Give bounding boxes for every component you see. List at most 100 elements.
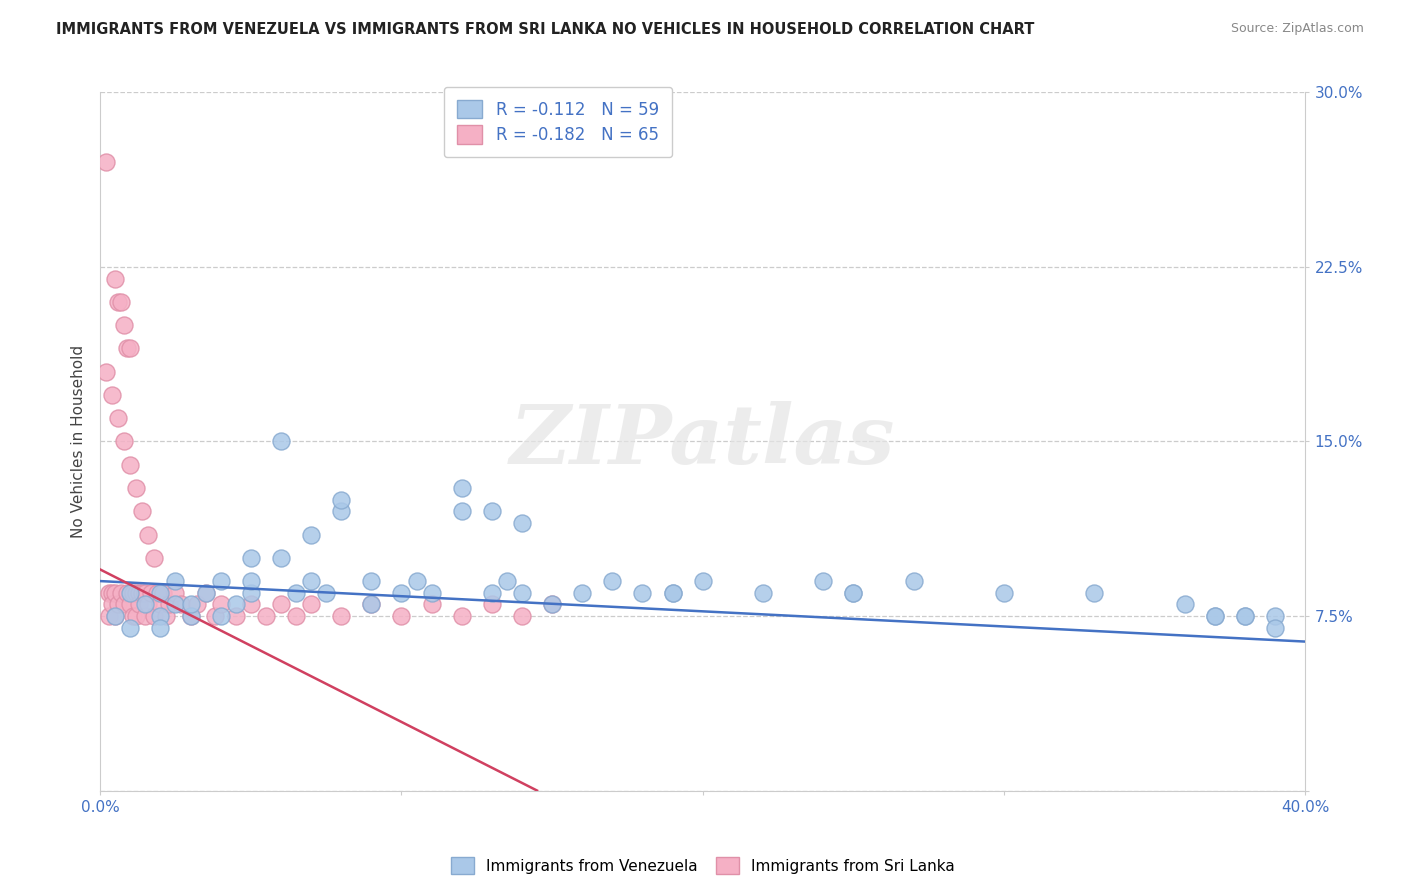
Point: [120, 342, 142, 356]
Point: [239, 574, 262, 588]
Point: [450, 481, 472, 495]
Point: [112, 318, 135, 332]
Point: [165, 585, 187, 599]
Point: [360, 598, 382, 612]
Point: [813, 574, 835, 588]
Point: [1204, 609, 1226, 624]
Point: [285, 585, 308, 599]
Point: [510, 609, 533, 624]
Point: [104, 585, 127, 599]
Point: [194, 585, 217, 599]
Point: [692, 574, 714, 588]
Point: [903, 574, 925, 588]
Point: [122, 585, 145, 599]
Point: [1264, 621, 1286, 635]
Legend: R = -0.112   N = 59, R = -0.182   N = 65: R = -0.112 N = 59, R = -0.182 N = 65: [444, 87, 672, 157]
Point: [510, 585, 533, 599]
Point: [170, 598, 193, 612]
Point: [299, 598, 322, 612]
Point: [360, 574, 382, 588]
Point: [159, 598, 181, 612]
Text: ZIPatlas: ZIPatlas: [510, 401, 896, 482]
Point: [152, 585, 174, 599]
Point: [270, 550, 292, 565]
Point: [149, 598, 172, 612]
Point: [661, 585, 683, 599]
Point: [149, 609, 172, 624]
Point: [360, 598, 382, 612]
Point: [541, 598, 564, 612]
Point: [752, 585, 775, 599]
Point: [330, 492, 353, 507]
Point: [510, 516, 533, 530]
Point: [1083, 585, 1105, 599]
Point: [125, 585, 148, 599]
Point: [209, 609, 232, 624]
Point: [125, 481, 148, 495]
Point: [101, 388, 124, 402]
Point: [254, 609, 277, 624]
Point: [842, 585, 865, 599]
Point: [138, 527, 160, 541]
Point: [131, 585, 153, 599]
Point: [112, 434, 135, 449]
Point: [117, 342, 139, 356]
Point: [143, 609, 166, 624]
Point: [165, 574, 187, 588]
Point: [194, 585, 217, 599]
Point: [96, 155, 118, 169]
Point: [405, 574, 427, 588]
Point: [104, 609, 127, 624]
Point: [315, 585, 337, 599]
Point: [225, 598, 247, 612]
Point: [391, 609, 413, 624]
Point: [110, 294, 132, 309]
Point: [155, 609, 177, 624]
Point: [420, 585, 443, 599]
Point: [602, 574, 624, 588]
Point: [101, 598, 124, 612]
Point: [141, 585, 163, 599]
Point: [143, 550, 166, 565]
Text: Source: ZipAtlas.com: Source: ZipAtlas.com: [1230, 22, 1364, 36]
Point: [481, 598, 503, 612]
Point: [1204, 609, 1226, 624]
Point: [134, 598, 156, 612]
Point: [450, 609, 472, 624]
Point: [1174, 598, 1197, 612]
Point: [1234, 609, 1257, 624]
Point: [270, 434, 292, 449]
Point: [101, 585, 124, 599]
Point: [110, 585, 132, 599]
Point: [180, 609, 202, 624]
Point: [117, 585, 139, 599]
Point: [391, 585, 413, 599]
Point: [209, 574, 232, 588]
Point: [107, 598, 129, 612]
Point: [541, 598, 564, 612]
Point: [134, 609, 156, 624]
Point: [98, 585, 121, 599]
Point: [186, 598, 208, 612]
Point: [107, 294, 129, 309]
Point: [1264, 609, 1286, 624]
Point: [104, 271, 127, 285]
Point: [299, 574, 322, 588]
Point: [285, 609, 308, 624]
Point: [125, 609, 148, 624]
Point: [204, 609, 226, 624]
Point: [104, 609, 127, 624]
Point: [420, 598, 443, 612]
Point: [330, 609, 353, 624]
Point: [496, 574, 519, 588]
Point: [209, 598, 232, 612]
Point: [146, 585, 169, 599]
Point: [120, 598, 142, 612]
Point: [1234, 609, 1257, 624]
Point: [107, 411, 129, 425]
Point: [120, 458, 142, 472]
Point: [842, 585, 865, 599]
Point: [239, 550, 262, 565]
Point: [481, 585, 503, 599]
Point: [661, 585, 683, 599]
